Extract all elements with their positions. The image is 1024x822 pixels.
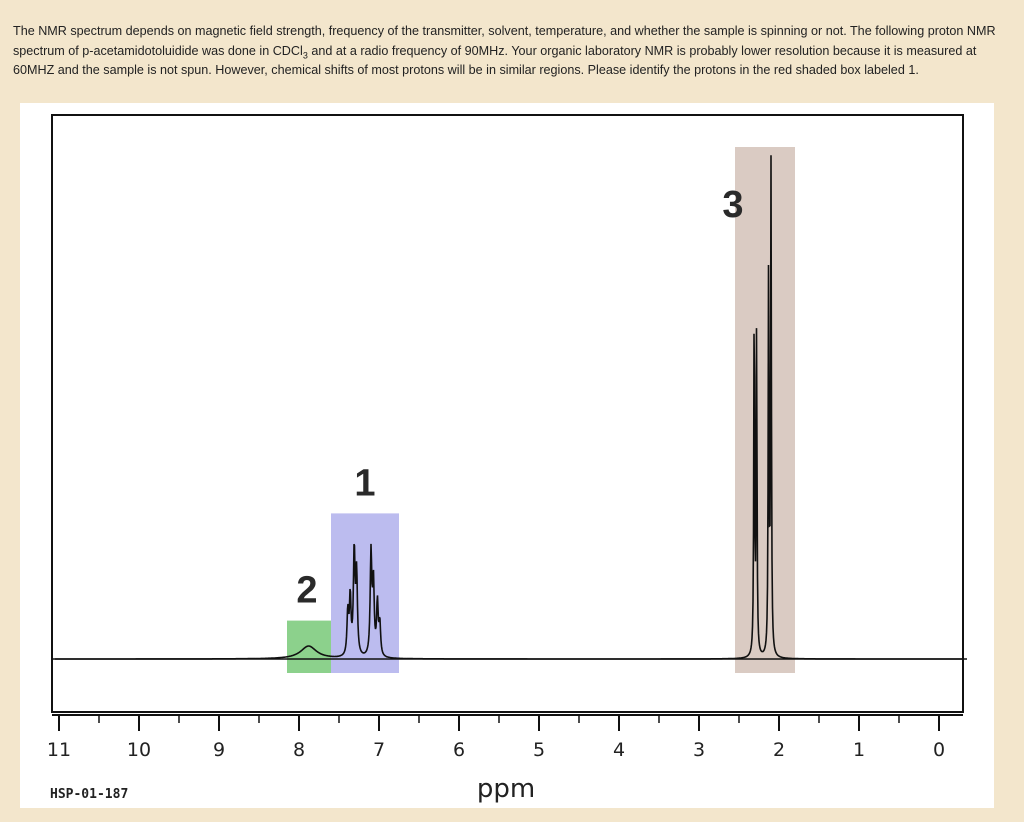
x-tick-label-7: 7 — [373, 739, 385, 761]
x-tick-label-0: 0 — [933, 739, 945, 761]
region-labels: 1 2 3 — [296, 184, 743, 612]
spectrum-line — [55, 155, 967, 660]
question-text: The NMR spectrum depends on magnetic fie… — [13, 22, 1013, 81]
region-2-label: 2 — [296, 570, 317, 612]
x-tick-label-4: 4 — [613, 739, 625, 761]
region-3-box — [735, 147, 795, 673]
x-tick-label-1: 1 — [853, 739, 865, 761]
x-tick-label-9: 9 — [213, 739, 225, 761]
x-tick-label-10: 10 — [127, 739, 151, 761]
question-text-part1: The NMR spectrum depends on magnetic fie… — [13, 24, 996, 58]
region-1-label: 1 — [354, 462, 375, 504]
plot-frame — [51, 114, 964, 713]
question-subscript: 3 — [302, 50, 308, 61]
x-tick-label-2: 2 — [773, 739, 785, 761]
x-tick-label-6: 6 — [453, 739, 465, 761]
x-tick-label-11: 11 — [47, 739, 71, 761]
region-1-box — [331, 513, 399, 673]
nmr-spectrum-chart: 11 10 9 8 7 6 5 4 3 2 1 0 123 ppm HSP-01-187 — [47, 114, 967, 804]
x-tick-label-8: 8 — [293, 739, 305, 761]
x-tick-label-3: 3 — [693, 739, 705, 761]
region-3-label: 3 — [722, 184, 743, 226]
shaded-regions — [287, 147, 795, 673]
question-text-part2: and at a radio frequency of 90MHz. Your … — [13, 43, 977, 78]
x-tick-label-5: 5 — [533, 739, 545, 761]
spectrum-code-label: HSP-01-187 — [50, 787, 128, 802]
x-axis-title: ppm — [477, 774, 535, 804]
x-axis: 11 10 9 8 7 6 5 4 3 2 1 0 — [47, 714, 963, 761]
